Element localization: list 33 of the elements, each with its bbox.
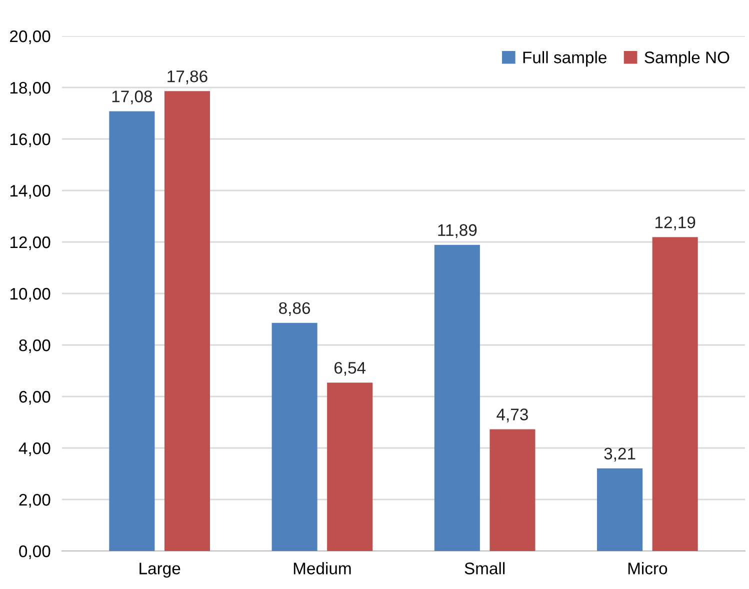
x-tick-label: Large [140, 562, 180, 578]
data-label: 11,89 [438, 224, 477, 238]
bar [164, 91, 210, 551]
x-tick-label: Medium [294, 562, 351, 574]
data-label: 12,19 [655, 216, 696, 230]
bar [327, 382, 373, 551]
data-label: 6,54 [334, 362, 366, 376]
y-tick-label: 0,00 [19, 545, 50, 560]
legend-label: Sample NO [644, 51, 730, 67]
y-tick-label: 8,00 [19, 339, 50, 354]
data-label: 4,73 [496, 408, 528, 422]
bar [272, 322, 318, 551]
bar [109, 111, 155, 551]
y-tick-label: 18,00 [10, 82, 50, 96]
data-label: 17,08 [112, 90, 152, 104]
bar [434, 244, 480, 551]
y-tick-label: 16,00 [10, 133, 50, 148]
data-label: 8,86 [279, 302, 310, 316]
x-tick-label: Micro [628, 562, 668, 574]
y-tick-label: 6,00 [19, 390, 50, 405]
data-label: 17,86 [168, 70, 208, 84]
y-tick-label: 12,00 [10, 236, 50, 250]
y-tick-label: 14,00 [10, 184, 50, 199]
y-tick-label: 20,00 [10, 30, 50, 44]
legend-label: Full sample [523, 51, 606, 67]
y-tick-label: 10,00 [10, 288, 50, 302]
bar [652, 237, 698, 551]
data-label: 3,21 [604, 448, 636, 462]
bar [597, 468, 643, 551]
bar [490, 429, 536, 551]
y-tick-label: 2,00 [19, 494, 50, 508]
x-tick-label: Small [464, 562, 505, 574]
y-tick-label: 4,00 [18, 442, 50, 456]
